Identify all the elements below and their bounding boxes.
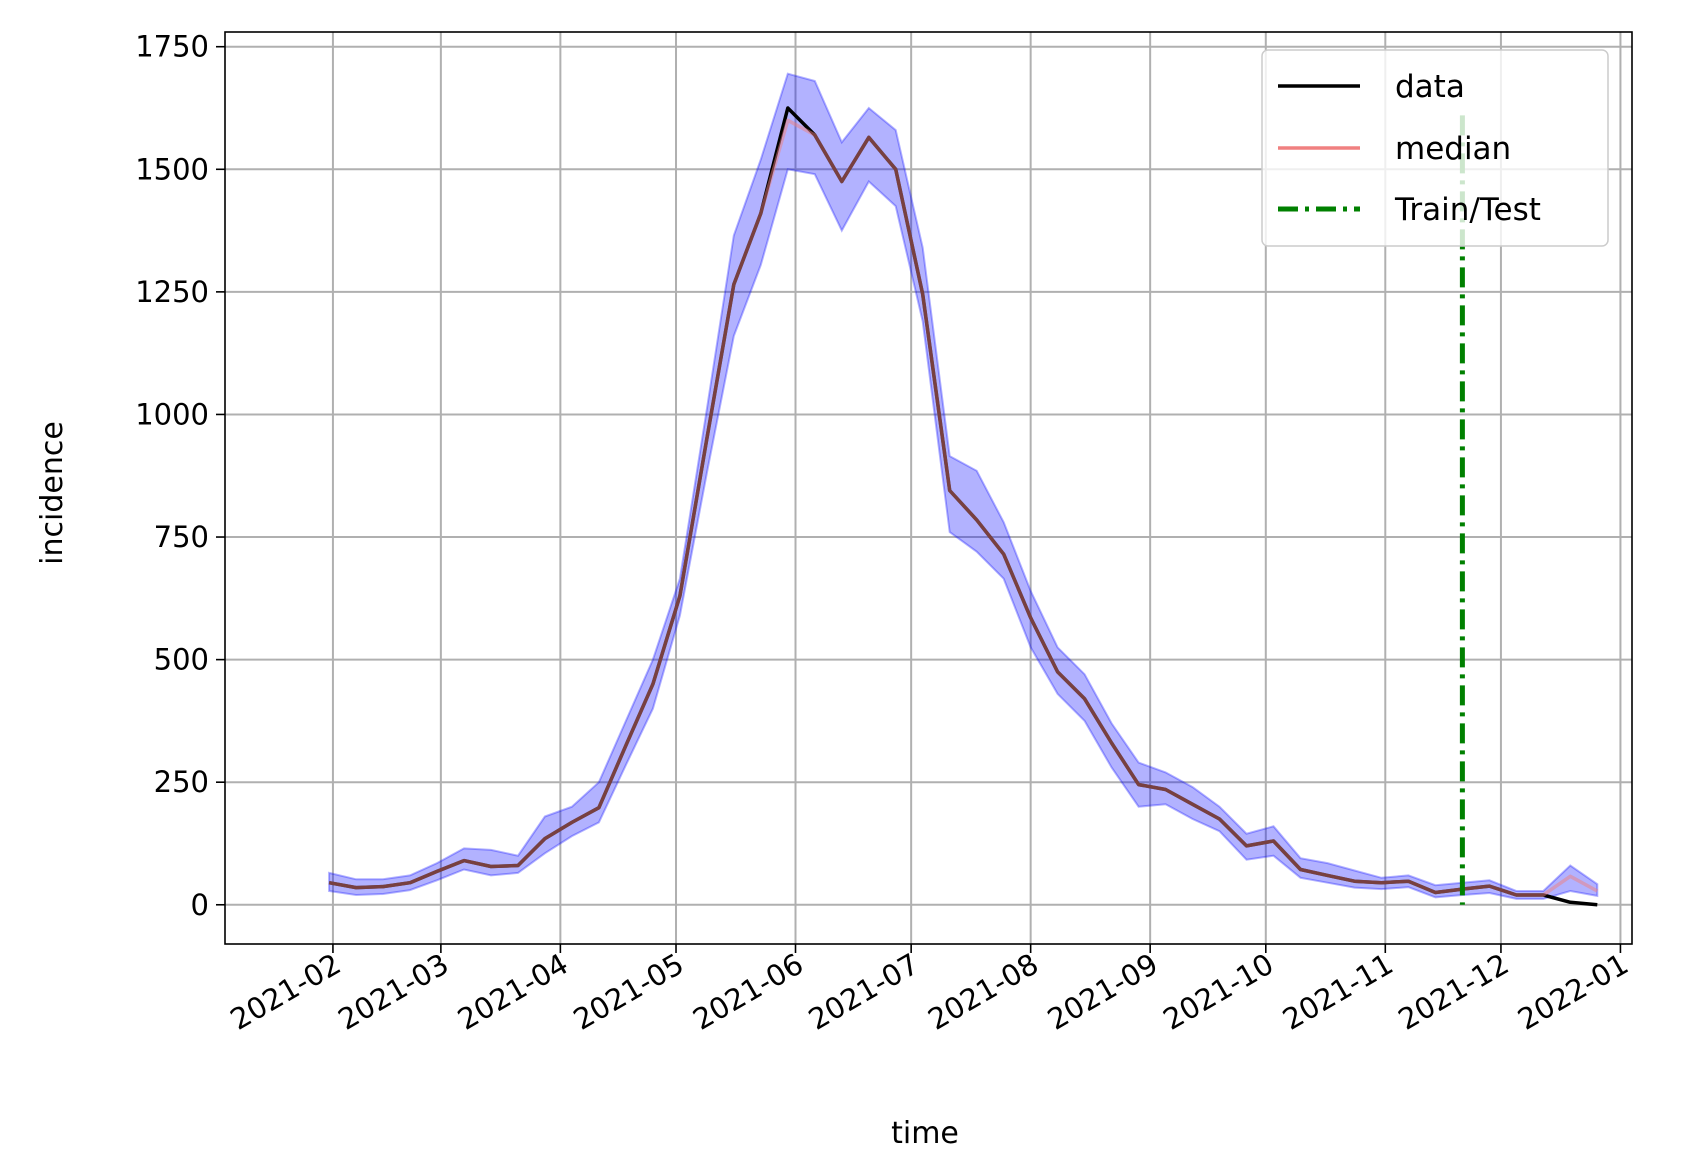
y-tick-label: 1500 (135, 152, 209, 186)
x-axis-label: time (891, 1116, 959, 1151)
legend-label-train-test: Train/Test (1394, 192, 1541, 228)
series-layer (328, 106, 1599, 907)
plot-frame (224, 31, 1633, 945)
y-tick-label: 750 (154, 520, 209, 554)
y-tick-label: 1000 (135, 397, 209, 431)
confidence-band (328, 72, 1599, 900)
y-tick-label: 1250 (135, 275, 209, 309)
legend-frame (1261, 49, 1609, 247)
legend: data median Train/Test (1261, 49, 1609, 247)
y-axis-label: incidence (35, 421, 70, 565)
series-line-median (328, 118, 1599, 897)
y-tick-label: 0 (191, 888, 209, 922)
y-tick-label: 500 (154, 643, 209, 677)
y-axis-ticks: 0 250 500 750 1000 1250 1500 1750 (135, 30, 225, 922)
grid (225, 32, 1632, 944)
legend-label-data: data (1395, 69, 1465, 105)
y-tick-label: 1750 (135, 30, 209, 64)
confidence-band-layer (328, 72, 1599, 900)
legend-label-median: median (1395, 131, 1511, 167)
y-tick-label: 250 (154, 765, 209, 799)
